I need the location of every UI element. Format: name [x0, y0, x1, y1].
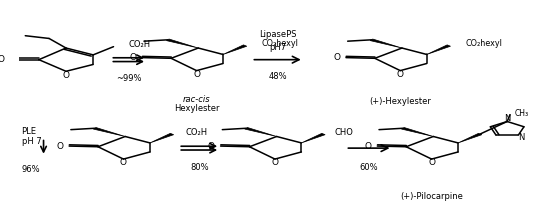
Polygon shape	[458, 133, 482, 143]
Polygon shape	[245, 127, 276, 137]
Text: O: O	[0, 55, 4, 64]
Text: O: O	[208, 142, 215, 151]
Text: O: O	[62, 71, 69, 80]
Text: O: O	[120, 158, 127, 167]
Text: CO₂hexyl: CO₂hexyl	[466, 39, 502, 48]
Text: pH 7: pH 7	[22, 137, 41, 146]
Text: 48%: 48%	[268, 72, 287, 81]
Text: PLE: PLE	[22, 127, 37, 136]
Text: CH₃: CH₃	[514, 109, 528, 117]
Polygon shape	[301, 133, 325, 143]
Text: N: N	[518, 133, 524, 142]
Polygon shape	[93, 127, 125, 137]
Text: ~99%: ~99%	[116, 74, 141, 83]
Text: O: O	[364, 142, 371, 151]
Text: 96%: 96%	[22, 165, 40, 174]
Text: O: O	[193, 70, 200, 79]
Text: Hexylester: Hexylester	[174, 104, 220, 113]
Polygon shape	[402, 127, 433, 137]
Polygon shape	[370, 39, 402, 48]
Text: rac-cis: rac-cis	[183, 95, 210, 104]
Text: 60%: 60%	[360, 163, 378, 172]
Polygon shape	[223, 45, 247, 54]
Text: O: O	[56, 142, 63, 151]
Text: O: O	[333, 53, 340, 62]
Text: CO₂H: CO₂H	[185, 128, 208, 137]
Text: (+)-Pilocarpine: (+)-Pilocarpine	[400, 192, 463, 201]
Polygon shape	[150, 133, 173, 143]
Text: N: N	[504, 114, 511, 123]
Text: 80%: 80%	[190, 163, 209, 172]
Text: O: O	[428, 158, 435, 167]
Text: O: O	[272, 158, 279, 167]
Text: O: O	[130, 53, 137, 62]
Text: CO₂H: CO₂H	[128, 40, 150, 49]
Text: (+)-Hexylester: (+)-Hexylester	[369, 97, 431, 106]
Text: CHO: CHO	[335, 128, 354, 137]
Text: pH7: pH7	[269, 43, 286, 52]
Polygon shape	[166, 39, 198, 48]
Polygon shape	[427, 45, 450, 54]
Text: LipasePS: LipasePS	[259, 30, 296, 39]
Text: O: O	[397, 70, 404, 79]
Text: CO₂hexyl: CO₂hexyl	[262, 39, 299, 48]
